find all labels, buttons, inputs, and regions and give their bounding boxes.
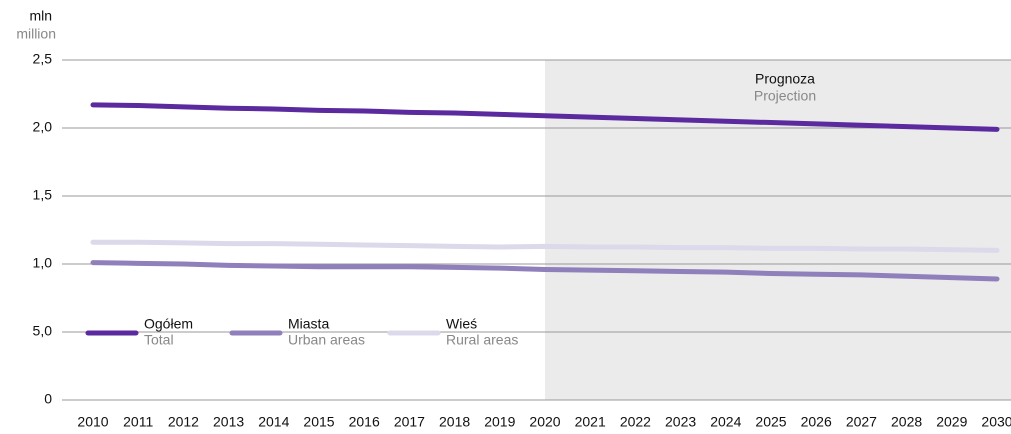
annotation: Prognoza	[755, 71, 815, 87]
y-tick-label: 0	[44, 391, 52, 407]
legend-label: Ogółem	[144, 316, 193, 332]
x-tick-label: 2018	[439, 414, 470, 430]
x-tick-label: 2022	[620, 414, 651, 430]
legend-label: Miasta	[288, 316, 329, 332]
legend-label: Wieś	[446, 316, 477, 332]
x-tick-label: 2020	[529, 414, 560, 430]
legend-label-en: Rural areas	[446, 332, 518, 348]
x-tick-label: 2024	[710, 414, 741, 430]
x-tick-label: 2013	[213, 414, 244, 430]
series-line	[90, 102, 1000, 132]
y-tick-label: 5,0	[33, 323, 53, 339]
x-tick-label: 2028	[891, 414, 922, 430]
x-tick-label: 2015	[303, 414, 334, 430]
x-tick-label: 2010	[77, 414, 108, 430]
series-line	[90, 239, 1000, 253]
unit-label-en: million	[16, 26, 56, 42]
x-tick-label: 2027	[846, 414, 877, 430]
x-tick-label: 2011	[123, 414, 153, 430]
legend-label-en: Urban areas	[288, 332, 365, 348]
y-tick-label: 1,0	[33, 255, 53, 271]
x-tick-label: 2030	[981, 414, 1011, 430]
x-tick-label: 2021	[575, 414, 606, 430]
x-tick-label: 2012	[168, 414, 199, 430]
y-tick-label: 2,5	[33, 51, 53, 67]
x-tick-label: 2016	[349, 414, 380, 430]
x-tick-label: 2023	[665, 414, 696, 430]
y-tick-label: 2,0	[33, 119, 53, 135]
legend-label-en: Total	[144, 332, 174, 348]
series-line	[90, 260, 1000, 282]
x-tick-label: 2025	[755, 414, 786, 430]
unit-label: mln	[29, 8, 52, 24]
x-tick-label: 2014	[258, 414, 289, 430]
x-tick-label: 2019	[484, 414, 515, 430]
x-tick-label: 2026	[801, 414, 832, 430]
x-tick-label: 2029	[936, 414, 967, 430]
projection-area	[545, 60, 1011, 400]
annotation-en: Projection	[754, 88, 816, 104]
x-tick-label: 2017	[394, 414, 425, 430]
y-tick-label: 1,5	[33, 187, 53, 203]
